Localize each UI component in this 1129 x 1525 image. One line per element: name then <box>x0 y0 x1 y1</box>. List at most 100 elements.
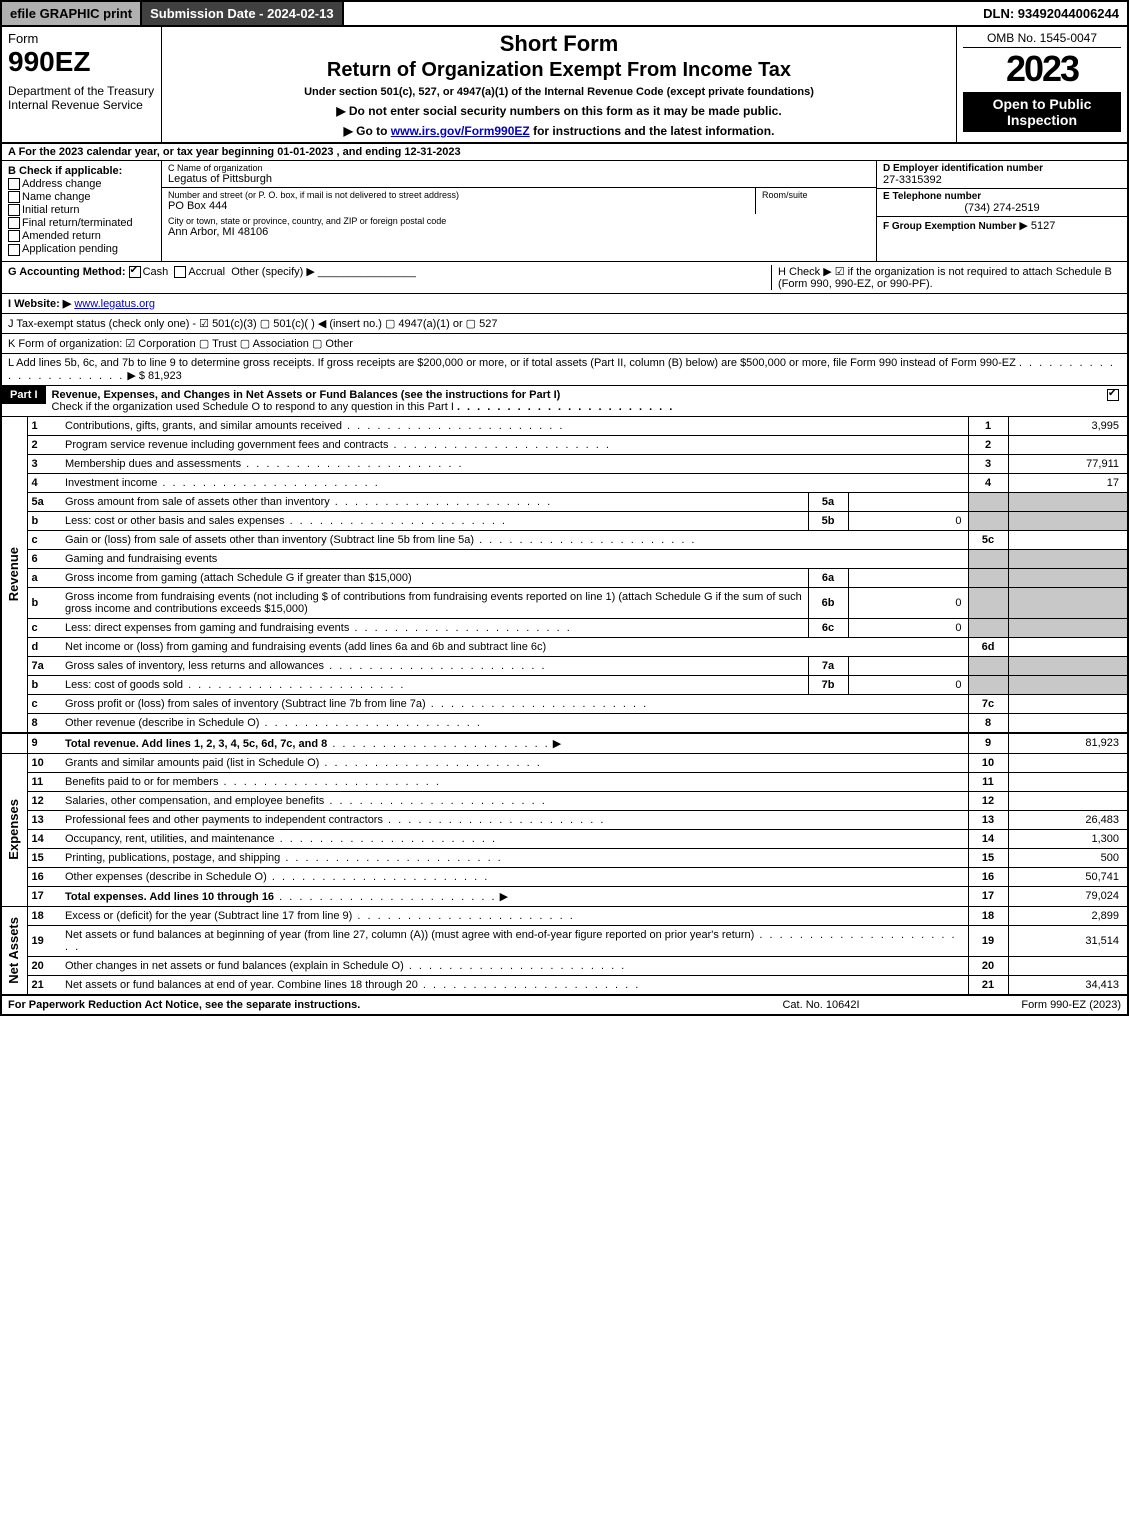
line-5c: c Gain or (loss) from sale of assets oth… <box>1 530 1128 549</box>
line-7b: b Less: cost of goods sold 7b 0 <box>1 675 1128 694</box>
row-a-calendar-year: A For the 2023 calendar year, or tax yea… <box>0 144 1129 161</box>
l15-rnum: 15 <box>968 848 1008 867</box>
line-21: 21Net assets or fund balances at end of … <box>1 975 1128 995</box>
col-b-checkboxes: B Check if applicable: Address change Na… <box>2 161 162 261</box>
submission-date: Submission Date - 2024-02-13 <box>142 2 344 25</box>
group-exemption-label: F Group Exemption Number <box>883 221 1016 232</box>
l14-desc: Occupancy, rent, utilities, and maintena… <box>61 829 968 848</box>
chk-initial-return[interactable]: Initial return <box>8 204 155 216</box>
l6a-rnum-shade <box>968 568 1008 587</box>
side-revenue: Revenue <box>1 417 27 733</box>
line-6a: a Gross income from gaming (attach Sched… <box>1 568 1128 587</box>
form-number: 990EZ <box>8 46 155 78</box>
l9-rval: 81,923 <box>1008 733 1128 754</box>
l6d-rval <box>1008 637 1128 656</box>
chk-amended-return-label: Amended return <box>22 230 101 242</box>
l-text: L Add lines 5b, 6c, and 7b to line 9 to … <box>8 357 1016 369</box>
l10-desc: Grants and similar amounts paid (list in… <box>61 753 968 772</box>
l3-desc: Membership dues and assessments <box>61 454 968 473</box>
l7b-desc: Less: cost of goods sold <box>61 675 808 694</box>
website-link[interactable]: www.legatus.org <box>74 298 155 310</box>
i-label: I Website: ▶ <box>8 298 71 310</box>
l18-rval: 2,899 <box>1008 906 1128 925</box>
chk-accrual[interactable] <box>174 266 186 278</box>
l7a-subval <box>848 656 968 675</box>
l7c-rval <box>1008 694 1128 713</box>
l5b-subval: 0 <box>848 511 968 530</box>
chk-final-return[interactable]: Final return/terminated <box>8 217 155 229</box>
line-14: 14Occupancy, rent, utilities, and mainte… <box>1 829 1128 848</box>
l6b-num: b <box>27 587 61 618</box>
l8-desc: Other revenue (describe in Schedule O) <box>61 713 968 733</box>
l9-rnum: 9 <box>968 733 1008 754</box>
l5c-rval <box>1008 530 1128 549</box>
line-3: 3 Membership dues and assessments 3 77,9… <box>1 454 1128 473</box>
l7c-rnum: 7c <box>968 694 1008 713</box>
line-8: 8 Other revenue (describe in Schedule O)… <box>1 713 1128 733</box>
g-accounting: G Accounting Method: Cash Accrual Other … <box>8 265 771 290</box>
efile-print-button[interactable]: efile GRAPHIC print <box>2 2 142 25</box>
l5a-subval <box>848 492 968 511</box>
l16-rnum: 16 <box>968 867 1008 886</box>
row-i-website: I Website: ▶ www.legatus.org <box>0 294 1129 314</box>
col-d-ids: D Employer identification number 27-3315… <box>877 161 1127 261</box>
l10-rnum: 10 <box>968 753 1008 772</box>
l14-rnum: 14 <box>968 829 1008 848</box>
l21-num: 21 <box>27 975 61 995</box>
l7a-sublbl: 7a <box>808 656 848 675</box>
accrual-label: Accrual <box>188 266 225 278</box>
l18-num: 18 <box>27 906 61 925</box>
room-label: Room/suite <box>762 190 870 200</box>
form-header: Form 990EZ Department of the Treasury In… <box>0 27 1129 144</box>
part1-checkbox[interactable] <box>1101 386 1127 404</box>
l7b-rnum-shade <box>968 675 1008 694</box>
l8-rval <box>1008 713 1128 733</box>
l7b-rval-shade <box>1008 675 1128 694</box>
line-7a: 7a Gross sales of inventory, less return… <box>1 656 1128 675</box>
other-label: Other (specify) ▶ <box>231 266 315 278</box>
l12-rval <box>1008 791 1128 810</box>
row-l-gross-receipts: L Add lines 5b, 6c, and 7b to line 9 to … <box>0 354 1129 386</box>
part1-title: Revenue, Expenses, and Changes in Net As… <box>46 386 1101 416</box>
l9-dots <box>327 738 549 750</box>
chk-address-change[interactable]: Address change <box>8 178 155 190</box>
l1-rval: 3,995 <box>1008 417 1128 436</box>
cash-label: Cash <box>143 266 169 278</box>
l11-rnum: 11 <box>968 772 1008 791</box>
l6-desc: Gaming and fundraising events <box>61 549 968 568</box>
street-value: PO Box 444 <box>168 200 749 212</box>
goto-pre: ▶ Go to <box>344 124 391 138</box>
part1-dots <box>457 401 674 413</box>
dept-label: Department of the Treasury Internal Reve… <box>8 84 155 112</box>
chk-name-change[interactable]: Name change <box>8 191 155 203</box>
l6a-sublbl: 6a <box>808 568 848 587</box>
l4-desc: Investment income <box>61 473 968 492</box>
l15-rval: 500 <box>1008 848 1128 867</box>
title-short-form: Short Form <box>168 31 950 57</box>
street-row: Number and street (or P. O. box, if mail… <box>162 188 876 214</box>
l1-num: 1 <box>27 417 61 436</box>
l19-rnum: 19 <box>968 925 1008 956</box>
l4-rnum: 4 <box>968 473 1008 492</box>
side-blank <box>1 733 27 754</box>
l17-desc: Total expenses. Add lines 10 through 16 … <box>61 886 968 906</box>
irs-link[interactable]: www.irs.gov/Form990EZ <box>391 124 530 138</box>
footer-form-ref: Form 990-EZ (2023) <box>921 999 1121 1011</box>
l6c-rnum-shade <box>968 618 1008 637</box>
l5b-sublbl: 5b <box>808 511 848 530</box>
header-right: OMB No. 1545-0047 2023 Open to Public In… <box>957 27 1127 142</box>
l5b-num: b <box>27 511 61 530</box>
l19-desc: Net assets or fund balances at beginning… <box>61 925 968 956</box>
l13-rval: 26,483 <box>1008 810 1128 829</box>
k-text: K Form of organization: ☑ Corporation ▢ … <box>8 337 1121 350</box>
chk-amended-return[interactable]: Amended return <box>8 230 155 242</box>
under-section: Under section 501(c), 527, or 4947(a)(1)… <box>168 86 950 98</box>
l3-rnum: 3 <box>968 454 1008 473</box>
l18-desc: Excess or (deficit) for the year (Subtra… <box>61 906 968 925</box>
l3-num: 3 <box>27 454 61 473</box>
chk-cash[interactable] <box>129 266 141 278</box>
chk-application-pending[interactable]: Application pending <box>8 243 155 255</box>
l5a-num: 5a <box>27 492 61 511</box>
l4-rval: 17 <box>1008 473 1128 492</box>
page-footer: For Paperwork Reduction Act Notice, see … <box>0 996 1129 1016</box>
